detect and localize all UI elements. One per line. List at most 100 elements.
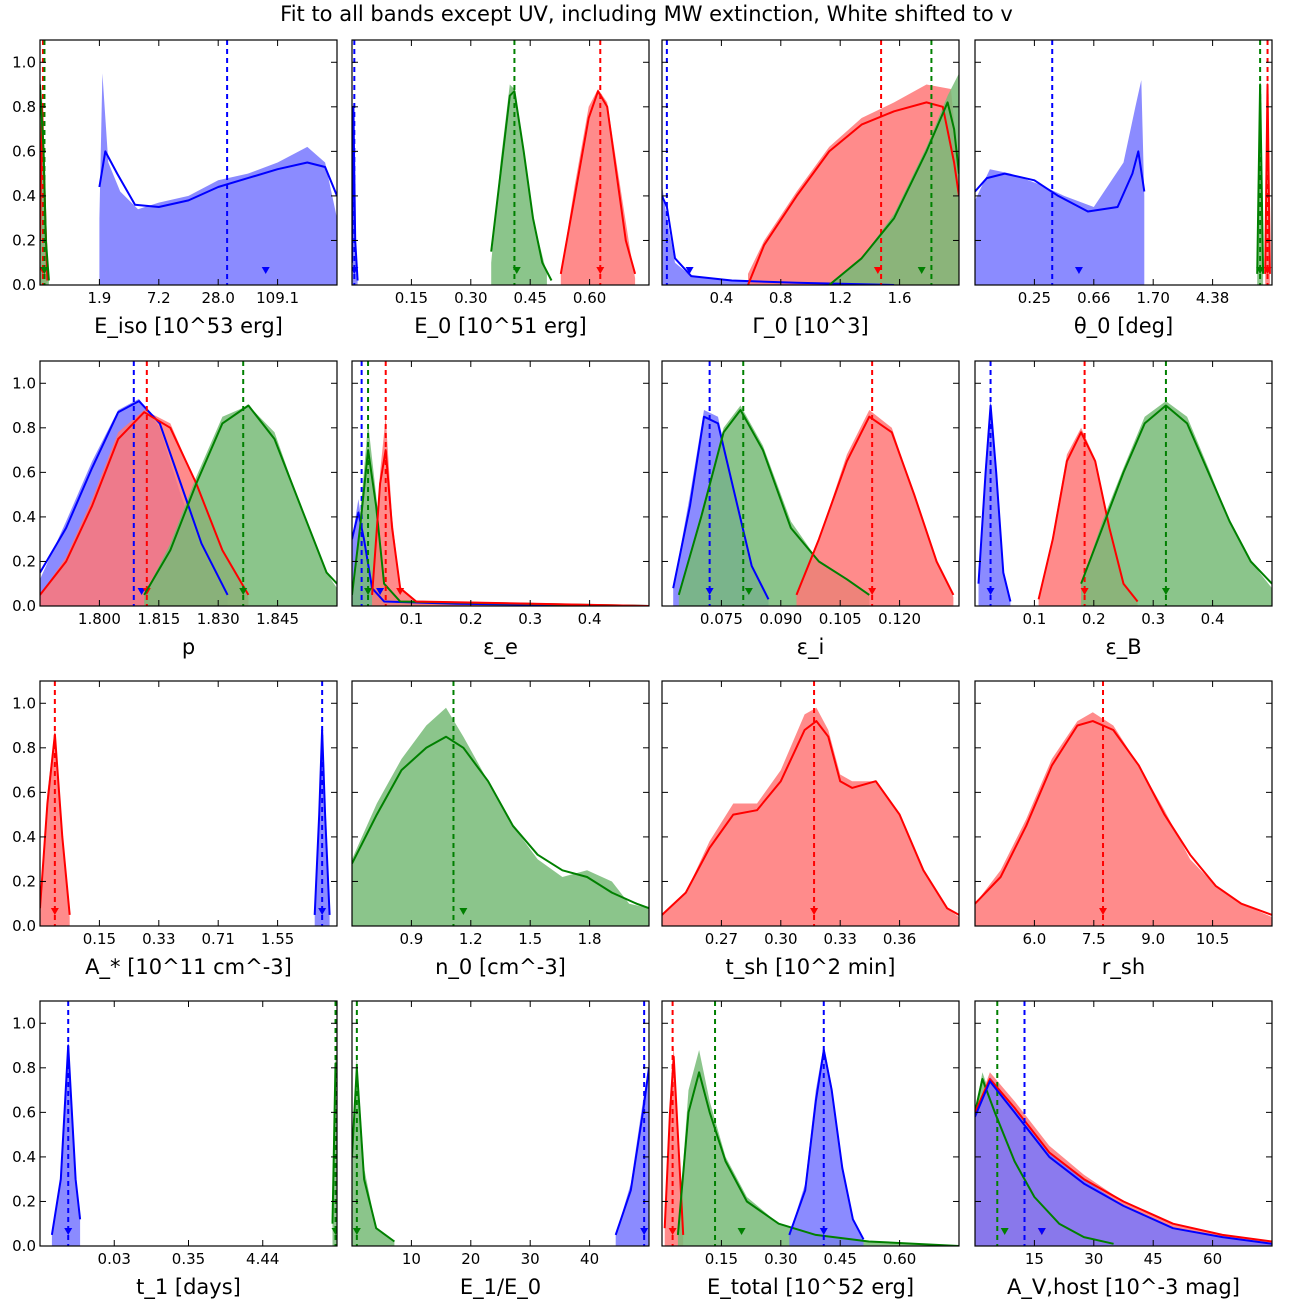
ytick-label: 0.0	[12, 1237, 36, 1255]
series-2-density-curve	[975, 1080, 1272, 1245]
series-0-best-fit-marker	[50, 908, 59, 915]
series-2-density-curve	[788, 1049, 865, 1240]
series-1-best-fit-marker	[318, 908, 327, 915]
panel-2-plot	[662, 40, 959, 285]
xtick-label: 10.5	[1196, 930, 1229, 948]
series-0-histogram	[352, 707, 649, 926]
series-0-best-fit-marker	[376, 588, 385, 595]
xtick-label: 30	[521, 1250, 540, 1268]
xtick-label: 1.815	[137, 610, 180, 628]
x-axis-label: ε_e	[483, 635, 518, 660]
series-0-histogram	[662, 707, 959, 926]
panel-3-plot	[975, 40, 1272, 285]
series-1-density-curve	[676, 1071, 959, 1246]
ytick-label: 0.0	[12, 597, 36, 615]
series-2-best-fit-marker	[819, 1228, 828, 1235]
series-0-best-fit-marker	[685, 267, 694, 274]
series-0-best-fit-marker	[668, 1228, 677, 1235]
series-1-density-curve	[1037, 431, 1139, 603]
xtick-label: 0.45	[513, 289, 546, 307]
panel-15: 15 30 45 60 A_V,host [10^-3 mag]	[974, 1000, 1273, 1300]
panel-4: 0.0 0.2 0.4 0.6 0.8 1.0 1.800 1.815 1.830 1.845 p	[12, 360, 338, 659]
xtick-label: 1.9	[87, 289, 111, 307]
xtick-label: 0.15	[83, 930, 116, 948]
x-axis-label: θ_0 [deg]	[1074, 314, 1173, 339]
series-2-best-fit-marker	[917, 267, 926, 274]
xtick-label: 20	[461, 1250, 480, 1268]
series-0-histogram	[352, 1056, 395, 1246]
panel-3: 0.25 0.66 1.70 4.38 θ_0 [deg]	[974, 39, 1273, 339]
series-0-density-curve	[663, 1055, 685, 1235]
series-0-density-curve	[40, 733, 71, 915]
ytick-label: 0.6	[12, 1103, 36, 1121]
series-2-histogram	[144, 405, 337, 606]
series-0-histogram	[975, 712, 1272, 926]
ytick-label: 0.2	[12, 872, 36, 890]
panel-3-frame	[974, 39, 1273, 286]
ytick-label: 0.6	[12, 783, 36, 801]
series-0-best-fit-marker	[352, 267, 359, 274]
x-axis-label: E_1/E_0	[460, 1275, 541, 1300]
panel-13-frame	[351, 1000, 650, 1247]
xtick-label: 0.3	[518, 610, 542, 628]
ytick-label: 0.0	[12, 276, 36, 294]
x-axis-label: t_sh [10^2 min]	[726, 955, 896, 980]
series-0-histogram	[975, 80, 1145, 285]
panel-10-plot	[662, 681, 959, 926]
panel-10: 0.27 0.30 0.33 0.36 t_sh [10^2 min]	[661, 680, 960, 980]
panel-11-plot	[975, 681, 1272, 926]
xtick-label: 0.2	[459, 610, 483, 628]
panel-1-plot	[352, 40, 637, 285]
panel-8-plot	[40, 681, 331, 926]
xtick-label: 1.2	[828, 289, 852, 307]
ytick-label: 0.4	[12, 508, 36, 526]
series-1-histogram	[677, 1050, 959, 1246]
xtick-label: 0.27	[705, 930, 738, 948]
x-axis-label: r_sh	[1102, 955, 1145, 980]
ytick-label: 0.8	[12, 739, 36, 757]
x-axis-label: t_1 [days]	[136, 1275, 241, 1300]
panel-4-frame	[39, 360, 338, 607]
x-axis-label: ε_i	[797, 635, 825, 660]
ytick-label: 0.0	[12, 917, 36, 935]
series-0-best-fit-marker	[137, 588, 146, 595]
xtick-label: 1.800	[78, 610, 121, 628]
series-2-density-curve	[1080, 404, 1272, 585]
xtick-label: 1.55	[261, 930, 294, 948]
panel-6-frame	[661, 360, 960, 607]
series-1-best-fit-marker	[737, 1228, 746, 1235]
xtick-label: 28.0	[201, 289, 234, 307]
xtick-label: 0.35	[172, 1250, 205, 1268]
series-1-best-fit-marker	[1256, 267, 1265, 274]
series-0-density-curve	[977, 404, 1012, 602]
series-0-density-curve	[975, 150, 1146, 213]
series-1-density-curve	[614, 1067, 649, 1236]
xtick-label: 0.9	[399, 930, 423, 948]
series-0-density-curve	[352, 105, 359, 281]
panel-14-frame	[661, 1000, 960, 1247]
panel-9-plot	[352, 681, 649, 926]
xtick-label: 0.33	[142, 930, 175, 948]
xtick-label: 0.30	[454, 289, 487, 307]
series-0-best-fit-marker	[986, 588, 995, 595]
series-2-histogram	[796, 410, 954, 606]
panel-7-frame	[974, 360, 1273, 607]
ytick-label: 0.2	[12, 1192, 36, 1210]
series-2-best-fit-marker	[868, 588, 877, 595]
series-2-histogram	[560, 89, 636, 285]
series-2-density-curve	[143, 404, 337, 596]
series-0-density-curve	[352, 735, 649, 910]
series-0-best-fit-marker	[459, 908, 468, 915]
xtick-label: 4.44	[246, 1250, 279, 1268]
panel-12: 0.0 0.2 0.4 0.6 0.8 1.0 0.03 0.35 4.44 t_1 [days]	[12, 1000, 338, 1300]
panel-1: 0.15 0.30 0.45 0.60 E_0 [10^51 erg]	[351, 39, 650, 339]
series-2-best-fit-marker	[396, 588, 405, 595]
xtick-label: 1.845	[256, 610, 299, 628]
panel-7: 0.1 0.2 0.3 0.4 ε_B	[974, 360, 1273, 660]
xtick-label: 60	[1203, 1250, 1222, 1268]
xtick-label: 1.2	[459, 930, 483, 948]
panel-2-frame	[661, 39, 960, 286]
series-2-histogram	[1081, 401, 1272, 606]
series-0-best-fit-marker	[352, 1228, 361, 1235]
ytick-label: 0.6	[12, 142, 36, 160]
